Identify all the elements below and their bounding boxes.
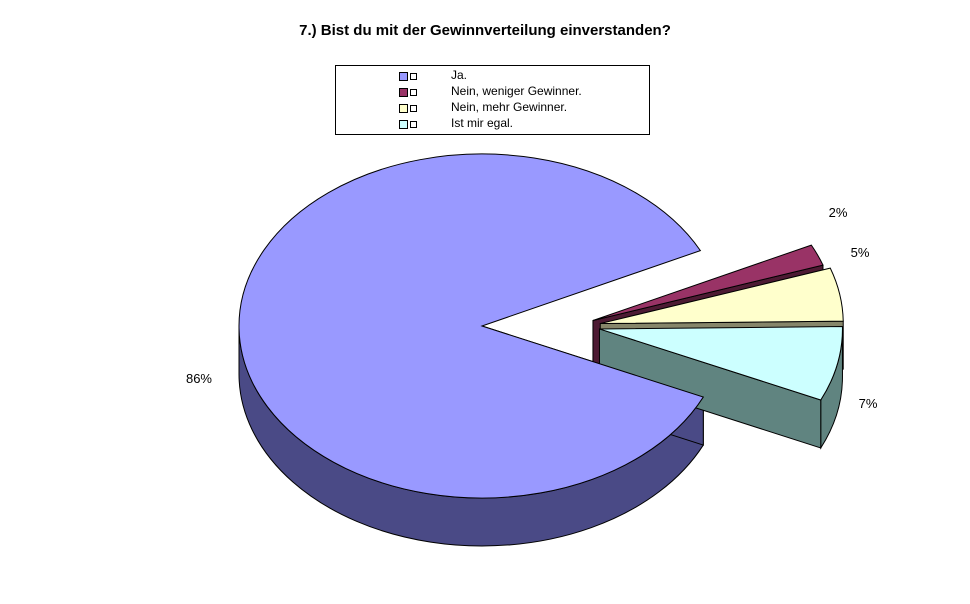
legend-label-mehr: Nein, mehr Gewinner. xyxy=(451,100,568,114)
pie-label-ja: 86% xyxy=(186,371,212,386)
legend-label-egal: Ist mir egal. xyxy=(451,116,514,130)
chart-title: 7.) Bist du mit der Gewinnverteilung ein… xyxy=(299,22,671,39)
pie-label-mehr: 5% xyxy=(851,245,870,260)
pie-slice-egal xyxy=(599,326,843,401)
pie-slice-mehr xyxy=(600,267,844,325)
legend-swatch-egal xyxy=(399,120,408,129)
pie-slice-weniger xyxy=(592,244,824,321)
legend-swatch-mehr xyxy=(399,104,408,113)
pie-label-weniger: 2% xyxy=(829,205,848,220)
legend-swatch-ja xyxy=(399,72,408,81)
legend-marker-egal xyxy=(410,121,417,128)
legend-label-ja: Ja. xyxy=(451,68,468,82)
chart-legend: Ja. Nein, weniger Gewinner. Nein, mehr G… xyxy=(335,65,650,135)
pie-label-egal: 7% xyxy=(859,396,878,411)
legend-label-weniger: Nein, weniger Gewinner. xyxy=(451,84,582,98)
legend-marker-ja xyxy=(410,73,417,80)
legend-marker-mehr xyxy=(410,105,417,112)
pie-slice-ja xyxy=(238,153,705,499)
legend-swatch-weniger xyxy=(399,88,408,97)
legend-marker-weniger xyxy=(410,89,417,96)
